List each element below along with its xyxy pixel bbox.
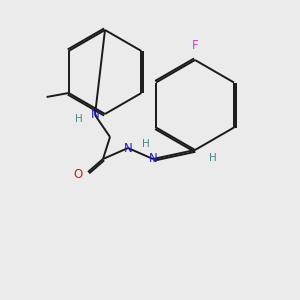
- Text: H: H: [75, 114, 83, 124]
- Text: N: N: [124, 142, 132, 154]
- Text: F: F: [192, 39, 198, 52]
- Text: O: O: [74, 167, 83, 181]
- Text: N: N: [91, 109, 99, 122]
- Text: N: N: [148, 152, 158, 166]
- Text: H: H: [142, 139, 150, 149]
- Text: H: H: [209, 153, 217, 163]
